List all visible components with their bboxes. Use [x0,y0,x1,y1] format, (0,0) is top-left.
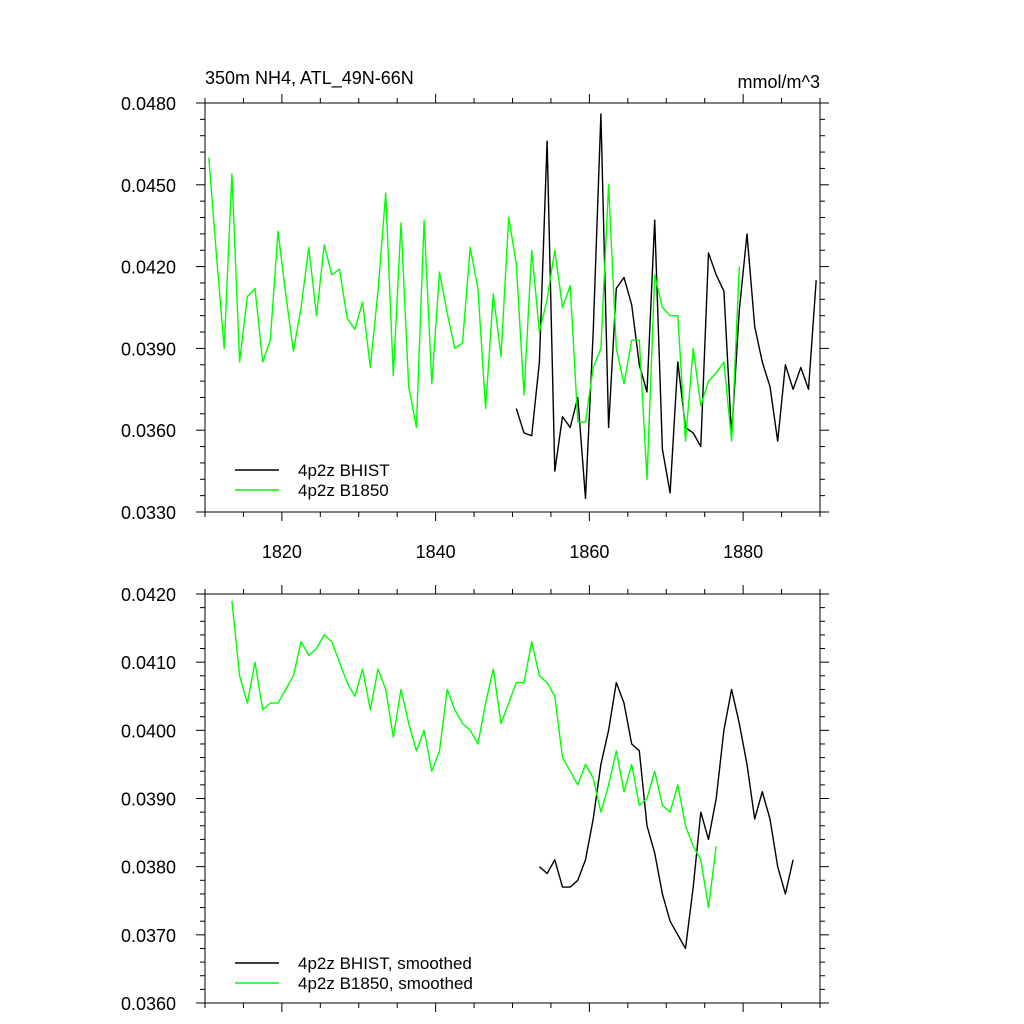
top-panel: 350m NH4, ATL_49N-66N mmol/m^3 1820 1840 1… [121,68,829,562]
y-tick-label: 0.0360 [121,994,176,1014]
bottom-panel: 0.0360 0.0370 0.0380 0.0390 0.0400 0.0410 0.04… [121,585,829,1014]
y-tick-label: 0.0420 [121,258,176,278]
units-label: mmol/m^3 [738,72,820,92]
plot-frame [204,593,821,1004]
x-tick-label: 1840 [416,542,456,562]
y-tick-label: 0.0400 [121,721,176,741]
x-tick-label: 1880 [723,542,763,562]
y-tick-label: 0.0390 [121,339,176,359]
legend-label: 4p2z B1850, smoothed [298,974,473,993]
top-plot-area: 1820 1840 1860 1880 0.0330 0.0360 0.0390 0.0420… [121,94,829,562]
plot-frame [204,102,821,513]
legend-label: 4p2z BHIST, smoothed [298,954,472,973]
legend-label: 4p2z B1850 [298,481,389,500]
series-line-0 [538,681,794,950]
y-tick-label: 0.0480 [121,94,176,114]
series-line-0 [515,113,817,500]
x-tick-label: 1820 [262,542,302,562]
bottom-plot-area: 0.0360 0.0370 0.0380 0.0390 0.0400 0.0410 0.04… [121,585,829,1014]
y-tick-label: 0.0450 [121,176,176,196]
y-tick-label: 0.0390 [121,790,176,810]
series-line-1 [208,157,740,480]
chart-title: 350m NH4, ATL_49N-66N [205,68,414,89]
y-tick-label: 0.0410 [121,653,176,673]
series-line-1 [231,600,717,909]
y-tick-label: 0.0360 [121,421,176,441]
y-tick-label: 0.0380 [121,858,176,878]
legend-label: 4p2z BHIST [298,461,390,480]
y-tick-label: 0.0370 [121,926,176,946]
x-tick-label: 1860 [569,542,609,562]
y-tick-label: 0.0420 [121,585,176,605]
y-tick-label: 0.0330 [121,503,176,523]
